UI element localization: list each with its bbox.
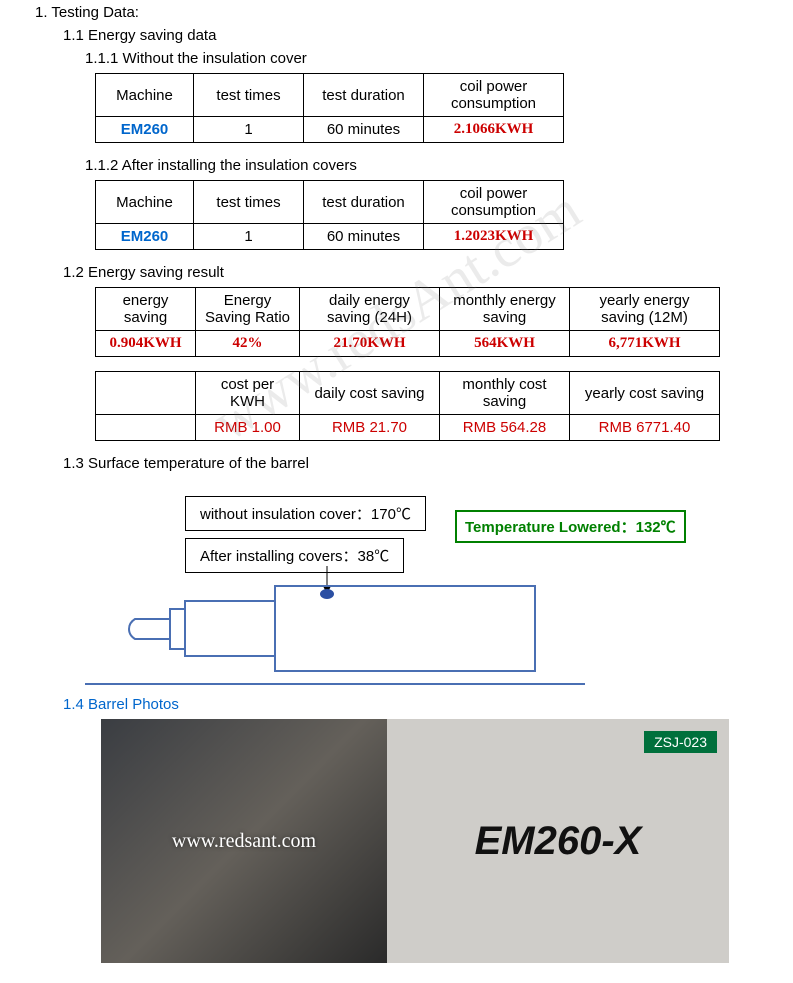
barrel-diagram xyxy=(85,566,725,696)
heading-1-1-1: 1.1.1 Without the insulation cover xyxy=(85,50,758,67)
td-test-times: 1 xyxy=(194,117,304,143)
th: monthly cost saving xyxy=(440,372,570,415)
heading-1-3: 1.3 Surface temperature of the barrel xyxy=(63,455,758,472)
td-coil-power: 1.2023KWH xyxy=(424,224,564,250)
th: monthly energy saving xyxy=(440,288,570,331)
temp-without-label: without insulation cover：170℃ xyxy=(185,496,426,531)
table-cost-result: cost per KWH daily cost saving monthly c… xyxy=(95,371,720,441)
th: yearly cost saving xyxy=(570,372,720,415)
heading-1-2: 1.2 Energy saving result xyxy=(63,264,758,281)
th: Energy Saving Ratio xyxy=(196,288,300,331)
table-energy-result: energy saving Energy Saving Ratio daily … xyxy=(95,287,720,357)
barrel-photos: www.redsant.com ZSJ-023 EM260-X xyxy=(101,719,729,963)
machine-model-label: EM260-X xyxy=(475,819,642,864)
td-blank xyxy=(96,415,196,441)
td-test-times: 1 xyxy=(194,224,304,250)
td: 0.904KWH xyxy=(96,331,196,357)
th: energy saving xyxy=(96,288,196,331)
th-test-duration: test duration xyxy=(304,74,424,117)
photo-barrel-machine: ZSJ-023 EM260-X xyxy=(387,719,729,963)
th-coil-power: coil power consumption xyxy=(424,74,564,117)
photo-watermark: www.redsant.com xyxy=(172,830,316,853)
th-test-times: test times xyxy=(194,74,304,117)
th-coil-power: coil power consumption xyxy=(424,181,564,224)
temp-lowered-label: Temperature Lowered：132℃ xyxy=(455,510,686,543)
heading-1-4: 1.4 Barrel Photos xyxy=(63,696,758,713)
td-test-duration: 60 minutes xyxy=(304,117,424,143)
th-test-duration: test duration xyxy=(304,181,424,224)
table-without-cover: Machine test times test duration coil po… xyxy=(95,73,564,143)
td: 564KWH xyxy=(440,331,570,357)
heading-1: 1. Testing Data: xyxy=(35,4,758,21)
td-machine: EM260 xyxy=(96,224,194,250)
heading-1-1: 1.1 Energy saving data xyxy=(63,27,758,44)
table-with-cover: Machine test times test duration coil po… xyxy=(95,180,564,250)
td: RMB 6771.40 xyxy=(570,415,720,441)
td-coil-power: 2.1066KWH xyxy=(424,117,564,143)
th-test-times: test times xyxy=(194,181,304,224)
td: RMB 564.28 xyxy=(440,415,570,441)
th-machine: Machine xyxy=(96,74,194,117)
th-blank xyxy=(96,372,196,415)
td: 6,771KWH xyxy=(570,331,720,357)
th: cost per KWH xyxy=(196,372,300,415)
td-machine: EM260 xyxy=(96,117,194,143)
td-test-duration: 60 minutes xyxy=(304,224,424,250)
td: 21.70KWH xyxy=(300,331,440,357)
th: yearly energy saving (12M) xyxy=(570,288,720,331)
th-machine: Machine xyxy=(96,181,194,224)
td: 42% xyxy=(196,331,300,357)
th: daily energy saving (24H) xyxy=(300,288,440,331)
zsj-badge: ZSJ-023 xyxy=(644,731,717,753)
td: RMB 1.00 xyxy=(196,415,300,441)
heading-1-1-2: 1.1.2 After installing the insulation co… xyxy=(85,157,758,174)
td: RMB 21.70 xyxy=(300,415,440,441)
photo-barrel-before: www.redsant.com xyxy=(101,719,387,963)
th: daily cost saving xyxy=(300,372,440,415)
